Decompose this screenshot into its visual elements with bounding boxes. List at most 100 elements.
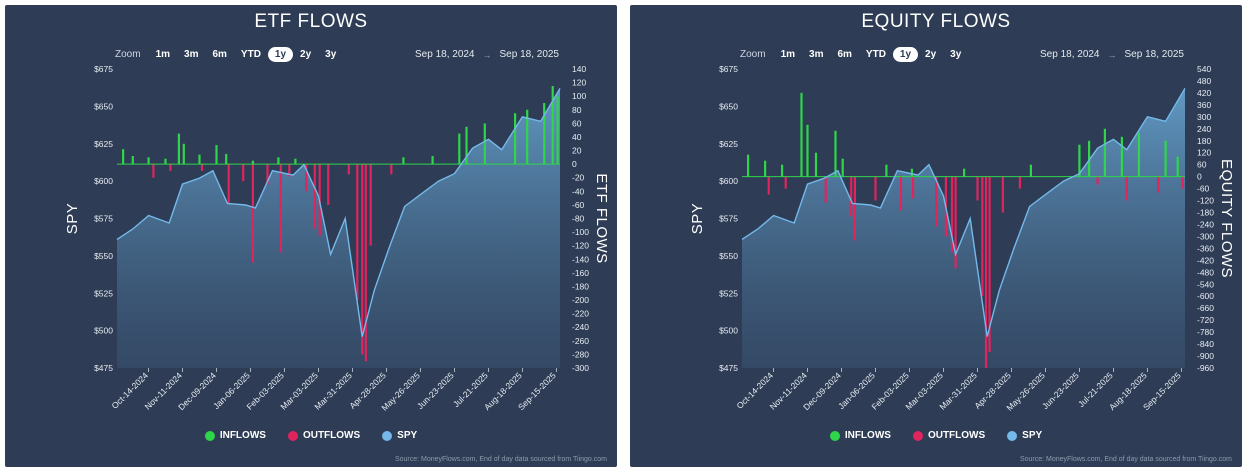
outflow-bar[interactable] xyxy=(1157,176,1160,193)
legend-spy[interactable]: SPY xyxy=(1007,430,1042,441)
zoom-3m-button[interactable]: 3m xyxy=(809,49,824,60)
inflow-bar[interactable] xyxy=(556,96,559,165)
inflow-bar[interactable] xyxy=(800,92,803,177)
range-from-input[interactable]: Sep 18, 2024 xyxy=(1040,49,1100,60)
inflow-bar[interactable] xyxy=(215,145,218,165)
legend-outflows[interactable]: OUTFLOWS xyxy=(912,430,985,441)
outflow-bar[interactable] xyxy=(288,164,291,177)
inflow-bar[interactable] xyxy=(963,168,966,177)
inflow-bar[interactable] xyxy=(177,133,180,165)
inflow-bar[interactable] xyxy=(910,168,913,177)
zoom-1m-button[interactable]: 1m xyxy=(155,49,171,60)
outflow-bar[interactable] xyxy=(266,164,269,185)
inflow-bar[interactable] xyxy=(1164,140,1167,177)
inflow-bar[interactable] xyxy=(122,149,125,165)
inflow-bar[interactable] xyxy=(1103,128,1106,177)
outflow-bar[interactable] xyxy=(1001,176,1004,213)
inflow-bar[interactable] xyxy=(294,158,297,165)
inflow-bar[interactable] xyxy=(806,124,809,177)
legend-outflows[interactable]: OUTFLOWS xyxy=(287,430,360,441)
inflow-bar[interactable] xyxy=(147,157,150,165)
inflow-bar[interactable] xyxy=(747,154,750,177)
outflow-bar[interactable] xyxy=(874,176,877,201)
zoom-3y-button[interactable]: 3y xyxy=(325,49,337,60)
inflow-bar[interactable] xyxy=(1137,132,1140,177)
outflow-bar[interactable] xyxy=(784,176,787,189)
zoom-1y-button[interactable]: 1y xyxy=(892,47,919,62)
outflow-bar[interactable] xyxy=(305,164,308,192)
outflow-bar[interactable] xyxy=(912,176,915,199)
zoom-3y-button[interactable]: 3y xyxy=(950,49,962,60)
inflow-bar[interactable] xyxy=(1176,156,1179,177)
inflow-bar[interactable] xyxy=(198,154,201,165)
legend-inflows[interactable]: INFLOWS xyxy=(829,430,891,441)
range-to-input[interactable]: Sep 18, 2025 xyxy=(499,49,560,60)
range-from-input[interactable]: Sep 18, 2024 xyxy=(415,49,475,60)
inflow-bar[interactable] xyxy=(225,153,228,165)
outflow-bar[interactable] xyxy=(935,176,938,227)
outflow-bar[interactable] xyxy=(1181,176,1184,189)
zoom-3m-button[interactable]: 3m xyxy=(184,49,199,60)
outflow-bar[interactable] xyxy=(850,176,853,217)
outflow-bar[interactable] xyxy=(767,176,770,195)
inflow-bar[interactable] xyxy=(514,113,517,165)
zoom-6m-button[interactable]: 6m xyxy=(837,49,852,60)
inflow-bar[interactable] xyxy=(458,133,461,165)
outflow-bar[interactable] xyxy=(853,176,856,241)
outflow-bar[interactable] xyxy=(327,164,330,205)
legend-inflows[interactable]: INFLOWS xyxy=(204,430,266,441)
outflow-bar[interactable] xyxy=(1096,176,1099,185)
outflow-bar[interactable] xyxy=(347,164,350,175)
zoom-2y-button[interactable]: 2y xyxy=(300,49,312,60)
outflow-bar[interactable] xyxy=(984,176,988,368)
outflow-bar[interactable] xyxy=(950,176,954,253)
outflow-bar[interactable] xyxy=(313,164,316,229)
inflow-bar[interactable] xyxy=(543,103,546,165)
spy-series-line[interactable] xyxy=(116,88,561,337)
inflow-bar[interactable] xyxy=(814,152,818,177)
outflow-bar[interactable] xyxy=(251,164,254,263)
inflow-bar[interactable] xyxy=(402,157,405,165)
inflow-bar[interactable] xyxy=(841,158,844,177)
range-to-input[interactable]: Sep 18, 2025 xyxy=(1124,49,1185,60)
inflow-bar[interactable] xyxy=(885,164,888,177)
inflow-bar[interactable] xyxy=(834,130,837,177)
inflow-bar[interactable] xyxy=(131,156,134,165)
inflow-bar[interactable] xyxy=(251,160,254,165)
outflow-bar[interactable] xyxy=(361,164,364,355)
outflow-bar[interactable] xyxy=(152,164,155,178)
inflow-bar[interactable] xyxy=(431,156,434,165)
outflow-bar[interactable] xyxy=(279,164,282,253)
outflow-bar[interactable] xyxy=(356,164,359,300)
inflow-bar[interactable] xyxy=(277,157,280,165)
inflow-bar[interactable] xyxy=(465,126,468,165)
outflow-bar[interactable] xyxy=(1125,176,1128,201)
inflow-bar[interactable] xyxy=(483,123,486,165)
zoom-ytd-button[interactable]: YTD xyxy=(240,49,261,60)
outflow-bar[interactable] xyxy=(1018,176,1021,189)
inflow-bar[interactable] xyxy=(551,86,554,165)
inflow-bar[interactable] xyxy=(781,164,784,177)
outflow-bar[interactable] xyxy=(976,176,979,201)
outflow-bar[interactable] xyxy=(981,176,984,297)
outflow-bar[interactable] xyxy=(390,164,393,175)
inflow-bar[interactable] xyxy=(764,160,767,177)
inflow-bar[interactable] xyxy=(1088,140,1091,177)
inflow-bar[interactable] xyxy=(1029,164,1032,177)
outflow-bar[interactable] xyxy=(988,176,991,352)
outflow-bar[interactable] xyxy=(169,164,172,171)
outflow-bar[interactable] xyxy=(824,176,827,203)
outflow-bar[interactable] xyxy=(369,164,372,246)
zoom-1m-button[interactable]: 1m xyxy=(780,49,796,60)
zoom-2y-button[interactable]: 2y xyxy=(925,49,937,60)
inflow-bar[interactable] xyxy=(164,158,167,165)
outflow-bar[interactable] xyxy=(227,164,230,204)
outflow-bar[interactable] xyxy=(954,176,957,269)
outflow-bar[interactable] xyxy=(364,164,367,362)
inflow-bar[interactable] xyxy=(182,143,185,165)
outflow-bar[interactable] xyxy=(242,164,245,182)
legend-spy[interactable]: SPY xyxy=(382,430,417,441)
zoom-6m-button[interactable]: 6m xyxy=(212,49,227,60)
spy-series-line[interactable] xyxy=(741,88,1186,337)
outflow-bar[interactable] xyxy=(200,164,204,171)
